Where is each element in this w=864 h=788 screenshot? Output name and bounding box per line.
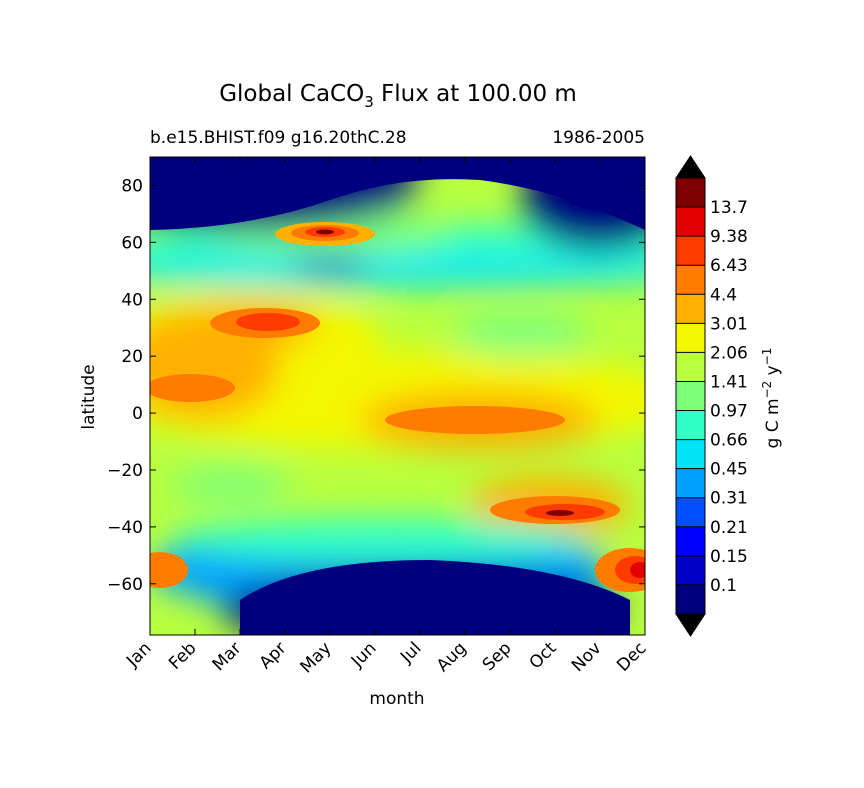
- x-tick-label: Dec: [613, 638, 650, 675]
- band-north-cyan: [150, 258, 645, 286]
- colorbar-level-label: 13.7: [710, 198, 748, 218]
- colorbar-level-label: 2.06: [710, 343, 748, 363]
- colorbar-swatch: [676, 294, 705, 324]
- colorbar-level-label: 0.31: [710, 489, 748, 509]
- y-axis: 80 60 40 20 0 −20 −40 −60: [107, 176, 645, 595]
- spot-apr-inner: [236, 313, 300, 331]
- colorbar-level-label: 0.97: [710, 402, 748, 422]
- y-tick-label: 80: [121, 176, 143, 196]
- colorbar-swatch: [676, 555, 705, 585]
- contour-field: [150, 157, 645, 635]
- spot-jan-south: [150, 552, 188, 588]
- colorbar-swatch: [676, 526, 705, 556]
- colorbar-level-label: 0.66: [710, 431, 748, 451]
- antarctic-core: [240, 560, 630, 635]
- y-tick-label: 20: [121, 347, 143, 367]
- y-tick-label: −20: [107, 461, 143, 481]
- colorbar-label: g C m−2 y−1: [760, 348, 783, 449]
- chart-subtitle-left: b.e15.BHIST.f09 g16.20thC.28: [150, 128, 407, 148]
- colorbar-swatch: [676, 468, 705, 498]
- plot-frame: [149, 156, 646, 636]
- band-south-teal: [170, 518, 590, 562]
- x-tick-label: Feb: [165, 638, 200, 673]
- x-tick-label: Jan: [122, 638, 155, 671]
- y-tick-label: 0: [132, 404, 143, 424]
- spot-sep-orange: [385, 406, 565, 434]
- x-tick-label: Jun: [347, 638, 381, 672]
- x-tick-label: Apr: [256, 638, 291, 673]
- colorbar-level-label: 4.4: [710, 285, 737, 305]
- colorbar-level-label: 3.01: [710, 314, 748, 334]
- colorbar-swatch: [676, 265, 705, 295]
- colorbar: 0.1 0.15 0.21 0.31 0.45 0.66 0.97 1.41 2.06 3.01 4…: [675, 155, 748, 637]
- colorbar-swatch: [676, 207, 705, 237]
- x-axis-label: month: [369, 689, 424, 709]
- colorbar-swatch: [676, 497, 705, 527]
- colorbar-level-label: 0.15: [710, 547, 748, 567]
- colorbar-level-label: 0.45: [710, 460, 748, 480]
- y-tick-label: −60: [107, 575, 143, 595]
- y-tick-label: 60: [121, 233, 143, 253]
- x-tick-label: Jul: [396, 638, 425, 667]
- spot-dec-core: [630, 562, 645, 578]
- chart-subtitle-right: 1986-2005: [552, 128, 645, 148]
- colorbar-frame: [675, 177, 706, 615]
- spot-may-core: [316, 229, 334, 235]
- y-tick-label: 40: [121, 290, 143, 310]
- colorbar-level-label: 9.38: [710, 227, 748, 247]
- colorbar-swatch: [676, 236, 705, 266]
- colorbar-level-label: 1.41: [710, 372, 748, 392]
- x-tick-label: May: [297, 638, 336, 677]
- x-tick-label: Nov: [568, 638, 606, 676]
- colorbar-level-label: 0.21: [710, 518, 748, 538]
- x-tick-label: Aug: [433, 638, 471, 676]
- colorbar-swatch: [676, 584, 705, 614]
- colorbar-swatch: [676, 178, 705, 208]
- colorbar-swatch: [676, 439, 705, 469]
- y-tick-label: −40: [107, 518, 143, 538]
- colorbar-swatch: [676, 323, 705, 353]
- spot-oct-core: [546, 510, 574, 516]
- spot-feb-orange: [150, 374, 235, 402]
- colorbar-level-label: 6.43: [710, 256, 748, 276]
- arctic-core: [150, 157, 645, 230]
- blob-south-green: [170, 467, 290, 503]
- blob-may-low: [290, 257, 370, 273]
- blob-aug-green: [450, 313, 590, 357]
- colorbar-swatch: [676, 410, 705, 440]
- colorbar-level-label: 0.1: [710, 576, 737, 596]
- colorbar-extend-min: [675, 613, 706, 637]
- colorbar-extend-max: [675, 155, 706, 179]
- colorbar-swatch: [676, 352, 705, 382]
- y-axis-label: latitude: [79, 364, 99, 429]
- colorbar-swatch: [676, 381, 705, 411]
- hot-spots: [150, 157, 645, 635]
- x-tick-label: Sep: [479, 638, 516, 675]
- x-tick-label: Mar: [209, 638, 246, 675]
- chart-title: Global CaCO3 Flux at 100.00 m: [219, 81, 577, 111]
- x-tick-label: Oct: [526, 638, 561, 673]
